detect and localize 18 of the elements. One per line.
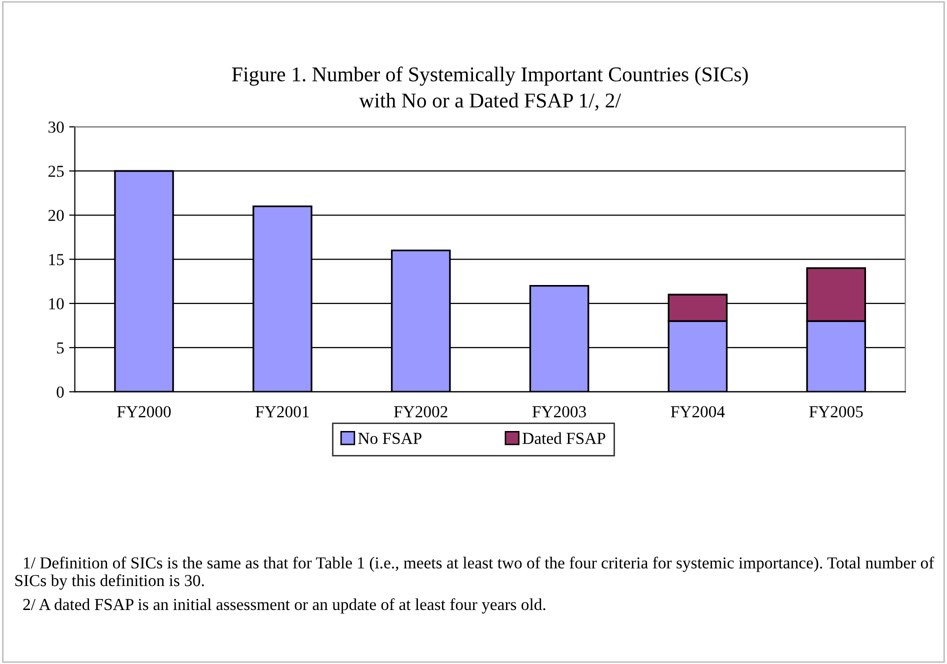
y-tick-label: 30 <box>48 122 64 133</box>
x-tick-label: FY2003 <box>532 406 586 418</box>
x-tick-label: FY2002 <box>394 406 448 418</box>
text: 1/ Definition of SICs is the same as that for Table 1 (i.e., meets at least two of the four criteria for systemic importance). Total number of SICs by this definition is 30. <box>15 556 934 590</box>
y-tick-label: 15 <box>49 254 64 266</box>
text: 2/ A dated FSAP is an initial assessment or an update of at least four years old. <box>23 598 546 614</box>
y-tick-label: 10 <box>49 298 64 310</box>
y-tick-label: 25 <box>48 166 64 177</box>
y-tick-label: 5 <box>57 342 64 354</box>
x-tick-label: FY2001 <box>256 406 309 418</box>
y-tick-label: 20 <box>48 210 64 222</box>
legend-label: Dated FSAP <box>522 432 606 444</box>
legend-label: No FSAP <box>358 432 422 444</box>
x-tick-label: FY2000 <box>117 406 171 418</box>
x-tick-label: FY2005 <box>809 406 863 418</box>
y-tick-label: 0 <box>56 386 64 398</box>
x-tick-label: FY2004 <box>670 406 725 418</box>
chart-title: Figure 1. Number of Systemically Important Countries (SICs) with No or a Dated FSAP 1/, 2/ <box>232 66 748 111</box>
